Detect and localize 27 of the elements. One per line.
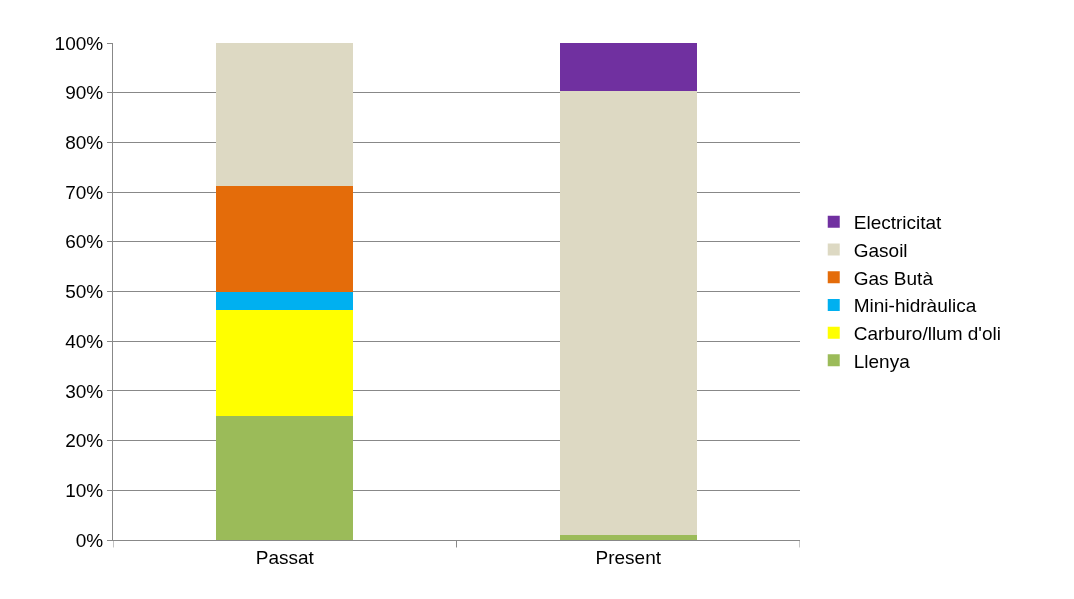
y-tick-label: 0% <box>75 529 104 551</box>
y-tick-label: 30% <box>65 380 104 402</box>
y-tick-label: 20% <box>65 430 104 452</box>
bar <box>216 291 354 310</box>
bar <box>559 43 697 92</box>
y-tick-label: 100% <box>54 32 104 54</box>
y-tick-label: 40% <box>65 330 104 352</box>
y-tick-label: 70% <box>65 181 104 203</box>
legend-label: Gasoil <box>853 239 908 261</box>
bar <box>559 535 697 540</box>
bar <box>216 186 354 292</box>
x-tick-label: Passat <box>255 546 315 568</box>
legend-label: Electricitat <box>853 212 943 234</box>
y-tick-label: 80% <box>65 132 104 154</box>
legend-label: Mini-hidràulica <box>853 295 977 317</box>
y-tick-label: 10% <box>65 479 104 501</box>
bar <box>559 91 697 536</box>
y-tick-label: 60% <box>65 231 104 253</box>
x-tick-label: Present <box>595 546 662 568</box>
y-tick-label: 50% <box>65 281 104 303</box>
legend-label: Carburo/llum d'oli <box>853 323 1001 345</box>
legend-label: Gas Butà <box>853 267 934 289</box>
bar <box>216 415 354 540</box>
y-tick-label: 90% <box>65 82 104 104</box>
bar <box>216 309 354 416</box>
legend-label: Llenya <box>853 350 911 372</box>
bar <box>216 43 354 187</box>
